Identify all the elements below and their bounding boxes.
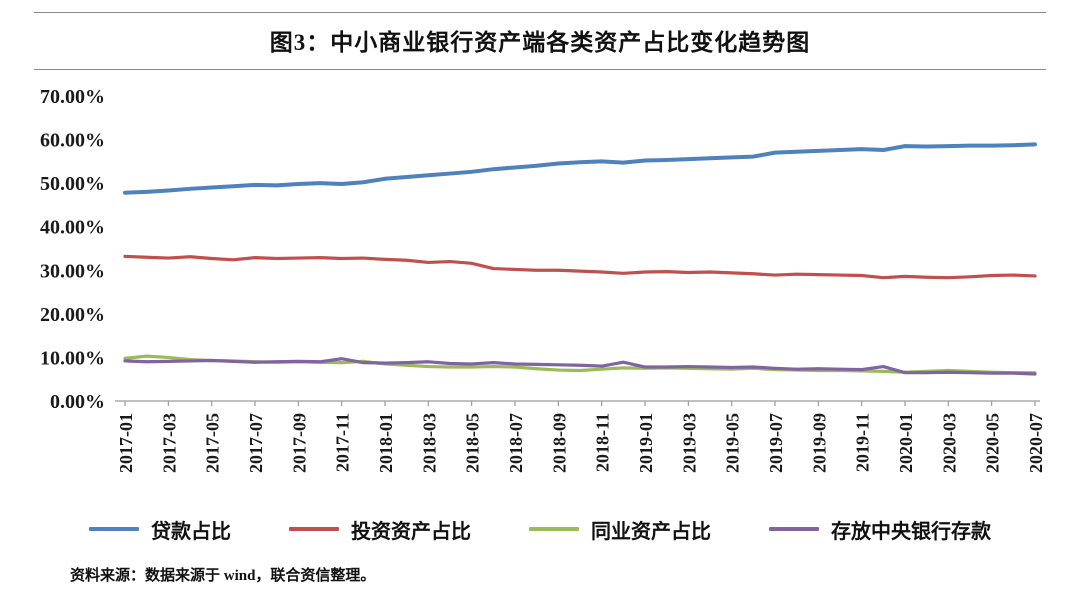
x-axis-tick-label: 2018-05	[463, 413, 483, 473]
x-axis-tick-label: 2019-07	[766, 413, 786, 473]
legend-label-investment: 投资资产占比	[351, 520, 471, 543]
y-axis-tick-label: 60.00%	[40, 130, 105, 152]
legend-label-interbank: 同业资产占比	[591, 520, 711, 543]
series-line-3	[123, 357, 1037, 376]
y-axis-tick-label: 30.00%	[40, 260, 105, 282]
x-axis-tick-label: 2017-05	[203, 413, 223, 473]
x-axis-tick-label: 2018-03	[419, 413, 439, 473]
y-axis-tick-label: 70.00%	[40, 86, 105, 108]
x-axis-tick-label: 2017-09	[289, 413, 309, 473]
x-axis-tick-label: 2020-07	[1026, 413, 1046, 473]
legend-swatch-central-bank-deposits	[769, 527, 819, 531]
x-axis-tick-label: 2018-07	[506, 413, 526, 473]
x-axis-tick-label: 2018-01	[376, 413, 396, 473]
series-line-1	[123, 254, 1037, 280]
line-chart: 0.00% 10.00% 20.00% 30.00% 40.00% 50.00% 60.00…	[40, 86, 1046, 473]
source-note: 资料来源：数据来源于 wind，联合资信整理。	[70, 568, 376, 584]
x-axis-tick-label: 2017-03	[159, 413, 179, 473]
x-axis-tick-label: 2020-03	[939, 413, 959, 473]
series-line-0	[123, 142, 1037, 195]
chart-legend: 贷款占比 投资资产占比 同业资产占比 存放中央银行存款	[0, 510, 1080, 548]
x-axis-tick-label: 2019-09	[809, 413, 829, 473]
x-axis-tick-label: 2018-09	[549, 413, 569, 473]
chart-title: 图3：中小商业银行资产端各类资产占比变化趋势图	[269, 30, 811, 55]
legend-label-central-bank-deposits: 存放中央银行存款	[831, 520, 991, 543]
x-axis-tick-label: 2020-05	[983, 413, 1003, 473]
x-axis-tick-label: 2018-11	[593, 413, 613, 472]
x-axis-tick-label: 2017-07	[246, 413, 266, 473]
legend-swatch-interbank	[529, 527, 579, 531]
x-axis-tick-label: 2019-05	[723, 413, 743, 473]
y-axis-tick-label: 10.00%	[40, 347, 105, 369]
legend-item-investment: 投资资产占比	[289, 515, 471, 544]
y-axis-tick-label: 0.00%	[50, 391, 105, 413]
y-axis-tick-label: 20.00%	[40, 304, 105, 326]
x-axis-tick-label: 2017-11	[333, 413, 353, 472]
legend-item-central-bank-deposits: 存放中央银行存款	[769, 515, 991, 544]
chart-header: 图3：中小商业银行资产端各类资产占比变化趋势图	[34, 12, 1046, 70]
x-axis-tick-label: 2017-01	[116, 413, 136, 473]
legend-swatch-investment	[289, 527, 339, 531]
legend-swatch-loans	[89, 527, 139, 531]
x-axis-tick-label: 2019-01	[636, 413, 656, 473]
x-axis-tick-label: 2019-11	[853, 413, 873, 472]
legend-label-loans: 贷款占比	[151, 520, 231, 543]
y-axis-tick-label: 40.00%	[40, 217, 105, 239]
y-axis-tick-label: 50.00%	[40, 173, 105, 195]
x-axis-tick-label: 2020-01	[896, 413, 916, 473]
legend-item-loans: 贷款占比	[89, 515, 231, 544]
legend-item-interbank: 同业资产占比	[529, 515, 711, 544]
x-axis-tick-label: 2019-03	[679, 413, 699, 473]
